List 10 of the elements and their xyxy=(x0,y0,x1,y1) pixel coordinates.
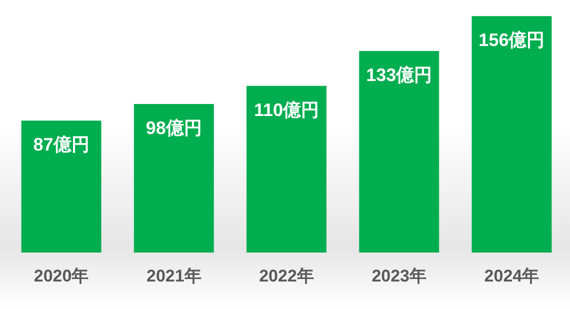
data-label: 98億円 xyxy=(146,118,202,138)
x-tick-label: 2024年 xyxy=(484,266,540,286)
x-tick-label: 2023年 xyxy=(372,266,427,286)
data-label: 87億円 xyxy=(33,134,90,155)
data-label: 133億円 xyxy=(366,64,432,85)
x-tick-label: 2020年 xyxy=(34,266,89,286)
data-label: 110億円 xyxy=(254,100,320,120)
x-tick-label: 2021年 xyxy=(146,266,202,286)
x-tick-label: 2022年 xyxy=(259,266,314,286)
data-label: 156億円 xyxy=(478,30,545,50)
